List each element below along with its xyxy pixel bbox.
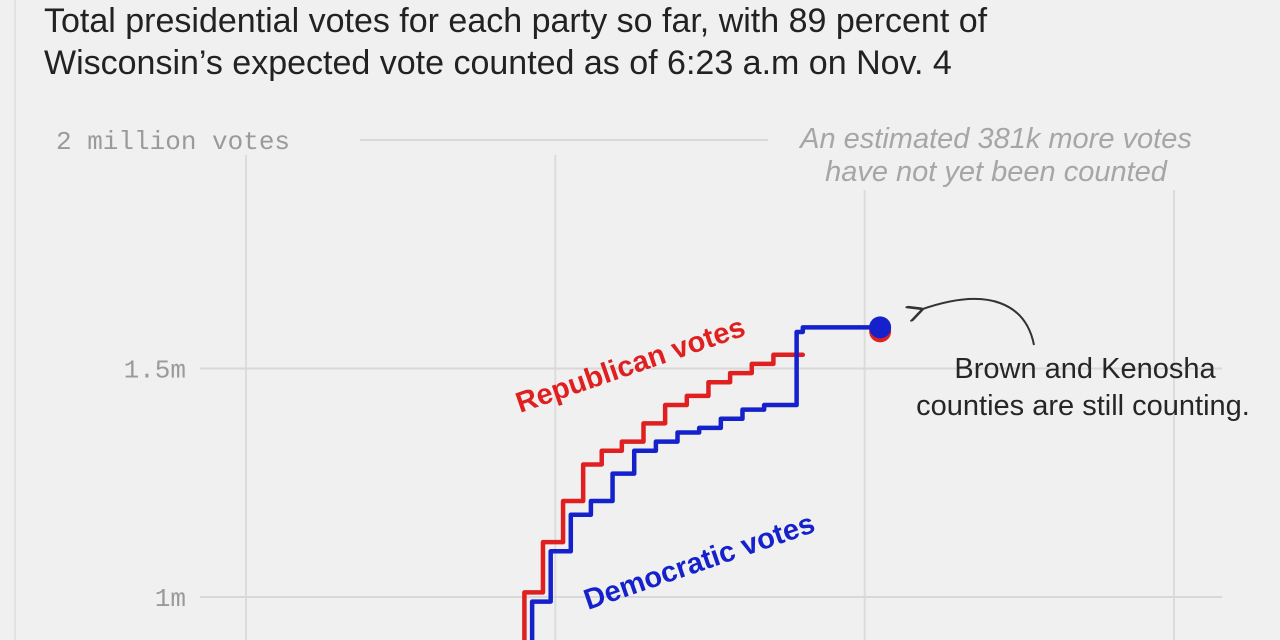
subtitle-line-1: Total presidential votes for each party …	[44, 2, 988, 40]
series-line-democratic	[529, 325, 883, 640]
y-tick-label-1: 1.5m	[124, 356, 186, 386]
subtitle-line-2: Wisconsin’s expected vote counted as of …	[44, 44, 952, 82]
series-label-democratic: Democratic votes	[580, 508, 819, 617]
series-line-republican	[522, 352, 806, 640]
latest-count-marker	[869, 316, 892, 343]
series-label-republican: Republican votes	[512, 311, 749, 419]
horizontal-gridlines	[200, 139, 1222, 598]
vertical-gridlines	[245, 155, 1175, 640]
y-tick-labels: 2 million votes 1.5m 1m	[56, 127, 290, 614]
endpoint-democratic-dot	[869, 316, 892, 339]
series-lines	[522, 325, 883, 640]
y-tick-label-0: 2 million votes	[56, 127, 290, 157]
y-tick-label-2: 1m	[155, 584, 186, 614]
chart-subtitle: Total presidential votes for each party …	[44, 0, 1244, 84]
annotation-arrow	[920, 297, 1035, 346]
chart-frame	[14, 0, 1280, 640]
uncounted-note-line-2: have not yet been counted	[825, 156, 1168, 188]
uncounted-note-line-1: An estimated 381k more votes	[798, 123, 1192, 155]
counties-note-line-1: Brown and Kenosha	[954, 353, 1216, 385]
counties-note-line-2: counties are still counting.	[916, 390, 1250, 422]
